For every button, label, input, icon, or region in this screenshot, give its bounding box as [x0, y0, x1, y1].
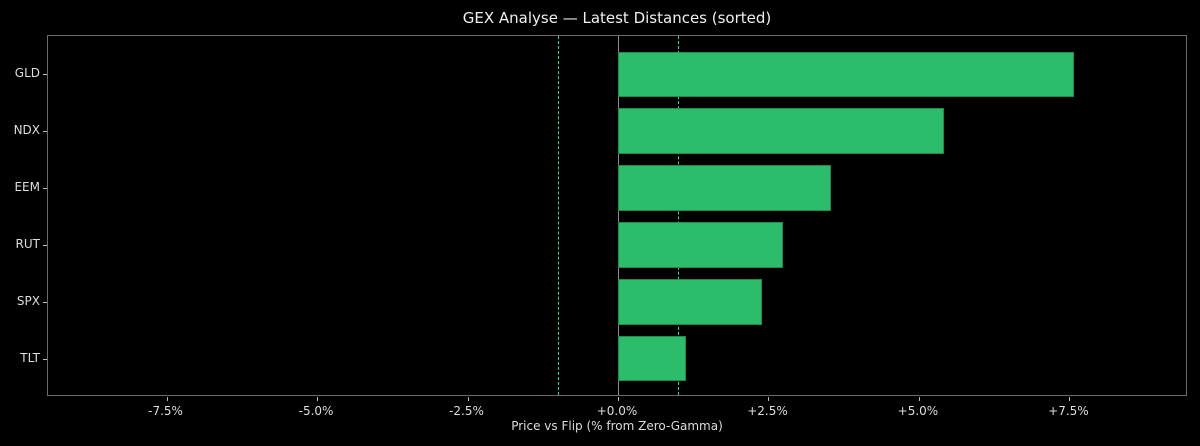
bar-rut [618, 222, 783, 268]
chart-title: GEX Analyse — Latest Distances (sorted) [462, 9, 772, 27]
x-tick [768, 397, 770, 401]
y-tick-label: RUT [15, 236, 40, 251]
x-tick [918, 397, 920, 401]
x-tick-label: +5.0% [897, 404, 939, 418]
x-tick-label: +2.5% [747, 404, 788, 418]
y-tick-label: SPX [16, 293, 40, 308]
y-tick-label: NDX [13, 123, 40, 138]
x-axis-title: Price vs Flip (% from Zero-Gamma) [511, 419, 723, 433]
bar-gld [618, 51, 1074, 98]
x-tick [467, 397, 469, 401]
y-tick-label: GLD [14, 66, 40, 81]
x-tick-label: -7.5% [148, 404, 183, 418]
y-tick [43, 301, 47, 303]
x-tick [618, 397, 619, 401]
bar-tlt [618, 335, 686, 382]
y-tick [43, 358, 47, 360]
x-tick [1069, 397, 1071, 401]
zero-line [618, 36, 619, 395]
threshold-line [557, 36, 559, 395]
y-tick-label: TLT [20, 350, 40, 365]
bar-ndx [618, 108, 944, 154]
y-tick [43, 244, 47, 246]
y-tick [43, 74, 47, 76]
x-tick-label: +7.5% [1048, 404, 1089, 418]
x-tick [166, 397, 168, 401]
y-tick [43, 188, 47, 190]
y-tick [43, 131, 47, 133]
bar-eem [618, 165, 832, 211]
threshold-line [678, 36, 680, 395]
plot-area: GLD NDX EEM RUT SPX TLT [14, 35, 1187, 401]
x-tick-label: -5.0% [298, 404, 334, 418]
x-tick-label: -2.5% [449, 404, 484, 418]
bar-spx [618, 279, 762, 325]
x-tick [317, 397, 319, 401]
x-tick-label: +0.0% [596, 404, 638, 418]
y-tick-label: EEM [14, 180, 40, 195]
